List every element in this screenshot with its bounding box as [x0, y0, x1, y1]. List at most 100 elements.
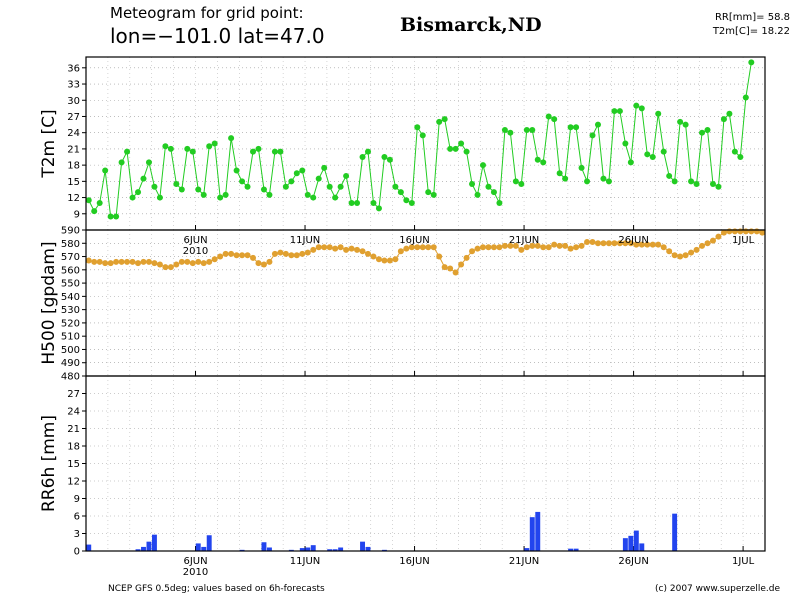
t2m-point [627, 159, 634, 166]
t2m-point [677, 118, 684, 125]
x-date-label: 11JUN [290, 556, 320, 567]
t2m-point [343, 172, 350, 179]
h500-point [140, 258, 147, 265]
h500-point [315, 244, 322, 251]
rr6h-bar [261, 542, 267, 551]
t2m-point [140, 175, 147, 182]
y-tick-label: 510 [61, 332, 80, 343]
t2m-point [523, 126, 530, 133]
h500-point [91, 258, 98, 265]
t2m-point [512, 178, 519, 185]
x-date-label: 11JUN [290, 235, 320, 246]
h500-point [490, 244, 497, 251]
location-name: Bismarck,ND [400, 14, 542, 36]
rr6h-bar [299, 548, 305, 551]
h500-point [611, 240, 618, 247]
t2m-point [556, 170, 563, 177]
t2m-point [266, 191, 273, 198]
rr6h-bar [535, 511, 541, 551]
t2m-point [359, 154, 366, 161]
t2m-point [381, 154, 388, 161]
y-tick-label: 590 [61, 226, 80, 237]
t2m-point [354, 199, 361, 206]
h500-point [326, 244, 333, 251]
t2m-point [184, 145, 191, 152]
y-tick-label: 21 [67, 144, 80, 155]
h500-point [485, 244, 492, 251]
t2m-point [441, 116, 448, 123]
t2m-point [282, 183, 289, 190]
rr6h-bar [672, 513, 678, 551]
h500-point [293, 252, 300, 259]
t2m-point [403, 197, 410, 204]
rr6h-bar [338, 547, 344, 551]
t2m-point [699, 129, 706, 136]
h500-point [430, 244, 437, 251]
x-date-label: 21JUN [509, 556, 539, 567]
h500-point [688, 249, 695, 256]
y-tick-label: 15 [67, 459, 80, 470]
t2m-point [277, 148, 284, 155]
t2m-point [616, 108, 623, 115]
t2m-point [178, 186, 185, 193]
h500-point [562, 242, 569, 249]
h500-point [518, 246, 525, 253]
h500-point [162, 264, 169, 271]
y-tick-label: 480 [61, 372, 80, 383]
h500-point [266, 258, 273, 265]
h500-point [124, 258, 131, 265]
h500-point [222, 250, 229, 257]
t2m-point [704, 126, 711, 133]
h500-point [616, 240, 623, 247]
y-tick-label: 540 [61, 292, 80, 303]
y-axis-label: T2m [C] [39, 109, 59, 178]
t2m-point [447, 145, 454, 152]
t2m-point [386, 156, 393, 163]
h500-point [381, 257, 388, 264]
h500-point [167, 264, 174, 271]
t2m-point [222, 191, 229, 198]
t2m-point [485, 183, 492, 190]
y-tick-label: 12 [67, 477, 80, 488]
h500-point [102, 260, 109, 267]
h500-point [671, 252, 678, 259]
t2m-point [167, 145, 174, 152]
t2m-point [573, 124, 580, 131]
h500-point [195, 258, 202, 265]
h500-point [365, 250, 372, 257]
h500-point [217, 253, 224, 260]
rr6h-bar [206, 535, 212, 551]
rr6h-bar [305, 547, 311, 551]
h500-point [414, 244, 421, 251]
t2m-point [124, 148, 131, 155]
t2m-point [228, 135, 235, 142]
t2m-point [113, 213, 120, 220]
y-tick-label: 570 [61, 252, 80, 263]
t2m-point [293, 170, 300, 177]
rr-summary: RR[mm]= 58.8 [714, 12, 790, 23]
y-tick-label: 0 [74, 547, 80, 558]
h500-point [436, 253, 443, 260]
y-tick-label: 15 [67, 177, 80, 188]
t2m-point [156, 194, 163, 201]
t2m-point [315, 175, 322, 182]
t2m-point [195, 186, 202, 193]
h500-point [540, 244, 547, 251]
h500-point [545, 244, 552, 251]
h500-point [260, 261, 267, 268]
t2m-point [671, 178, 678, 185]
t2m-point [562, 175, 569, 182]
h500-point [184, 258, 191, 265]
t2m-point [370, 199, 377, 206]
t2m-point [337, 183, 344, 190]
h500-point [304, 249, 311, 256]
t2m-point [91, 208, 98, 215]
y-tick-label: 550 [61, 279, 80, 290]
t2m-point [118, 159, 125, 166]
h500-point [135, 260, 142, 267]
data-source-note: NCEP GFS 0.5deg; values based on 6h-fore… [108, 584, 325, 594]
t2m-point [600, 175, 607, 182]
h500-point [178, 258, 185, 265]
t2m-point [392, 183, 399, 190]
t2m-point [622, 140, 629, 147]
